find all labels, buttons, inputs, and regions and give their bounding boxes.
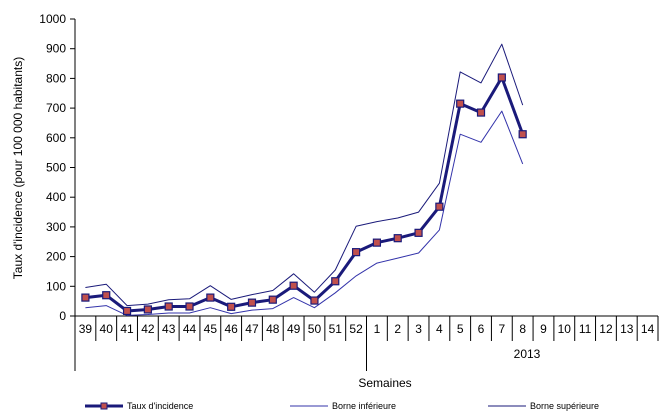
- data-point: [247, 298, 257, 307]
- data-point: [435, 202, 444, 211]
- y-tick-label: 400: [46, 190, 66, 204]
- year-label: 2013: [514, 347, 541, 361]
- y-tick-label: 1000: [39, 12, 66, 26]
- legend-marker: [100, 402, 108, 410]
- data-point: [456, 99, 465, 108]
- x-tick-label: 12: [599, 322, 613, 336]
- x-tick-label: 40: [100, 322, 114, 336]
- data-point: [372, 238, 382, 247]
- x-tick-label: 6: [478, 322, 485, 336]
- x-tick-label: 4: [436, 322, 443, 336]
- data-point: [164, 302, 173, 311]
- data-point: [351, 248, 361, 257]
- data-point: [122, 306, 132, 316]
- x-tick-label: 9: [540, 322, 547, 336]
- series-layer: [81, 43, 527, 316]
- legend-label: Borne supérieure: [530, 401, 599, 411]
- y-tick-label: 800: [46, 71, 66, 85]
- data-point: [393, 234, 402, 243]
- y-tick-label: 600: [46, 131, 66, 145]
- data-point: [227, 302, 236, 311]
- data-point: [268, 295, 277, 304]
- x-tick-label: 5: [457, 322, 464, 336]
- y-axis-title: Taux d'incidence (pour 100 000 habitants…: [11, 57, 25, 279]
- y-tick-label: 0: [59, 309, 66, 323]
- x-tick-label: 41: [120, 322, 134, 336]
- x-tick-label: 8: [519, 322, 526, 336]
- x-tick-label: 10: [558, 322, 572, 336]
- x-axis-title: Semaines: [358, 376, 411, 390]
- y-tick-label: 500: [46, 161, 66, 175]
- x-tick-label: 42: [141, 322, 155, 336]
- series-line-incidence: [85, 76, 525, 313]
- data-point: [81, 293, 90, 302]
- x-tick-label: 13: [620, 322, 634, 336]
- data-point: [185, 302, 194, 311]
- x-tick-label: 3: [415, 322, 422, 336]
- x-tick-label: 7: [498, 322, 505, 336]
- y-tick-label: 100: [46, 279, 66, 293]
- x-tick-label: 47: [245, 322, 259, 336]
- x-tick-label: 51: [329, 322, 343, 336]
- data-point: [414, 228, 423, 237]
- data-point: [331, 277, 340, 286]
- data-point: [497, 73, 506, 82]
- x-tick-label: 45: [204, 322, 218, 336]
- data-point: [143, 305, 152, 314]
- data-point: [102, 291, 111, 300]
- x-tick-label: 39: [79, 322, 93, 336]
- x-tick-label: 50: [308, 322, 322, 336]
- series-line-upper-bound: [85, 43, 524, 307]
- data-point: [476, 108, 486, 117]
- data-point: [289, 281, 298, 290]
- y-tick-label: 700: [46, 101, 66, 115]
- data-point: [206, 293, 215, 302]
- legend-label: Borne inférieure: [332, 401, 396, 411]
- x-tick-label: 2: [394, 322, 401, 336]
- x-tick-label: 49: [287, 322, 301, 336]
- legend-label: Taux d'incidence: [127, 401, 193, 411]
- y-tick-label: 900: [46, 42, 66, 56]
- x-tick-label: 44: [183, 322, 197, 336]
- x-tick-label: 43: [162, 322, 176, 336]
- series-line-lower-bound: [85, 110, 524, 316]
- legend: Taux d'incidence Borne inférieure Borne su…: [85, 401, 599, 411]
- x-tick-label: 48: [266, 322, 280, 336]
- data-point: [518, 130, 527, 139]
- labels: Taux d'incidence (pour 100 000 habitants…: [11, 57, 541, 390]
- x-tick-label: 52: [349, 322, 363, 336]
- data-point: [310, 296, 319, 305]
- x-tick-label: 46: [224, 322, 238, 336]
- y-tick-label: 300: [46, 220, 66, 234]
- x-tick-label: 14: [641, 322, 655, 336]
- x-tick-label: 11: [579, 322, 592, 336]
- y-tick-label: 200: [46, 250, 66, 264]
- x-tick-label: 1: [374, 322, 381, 336]
